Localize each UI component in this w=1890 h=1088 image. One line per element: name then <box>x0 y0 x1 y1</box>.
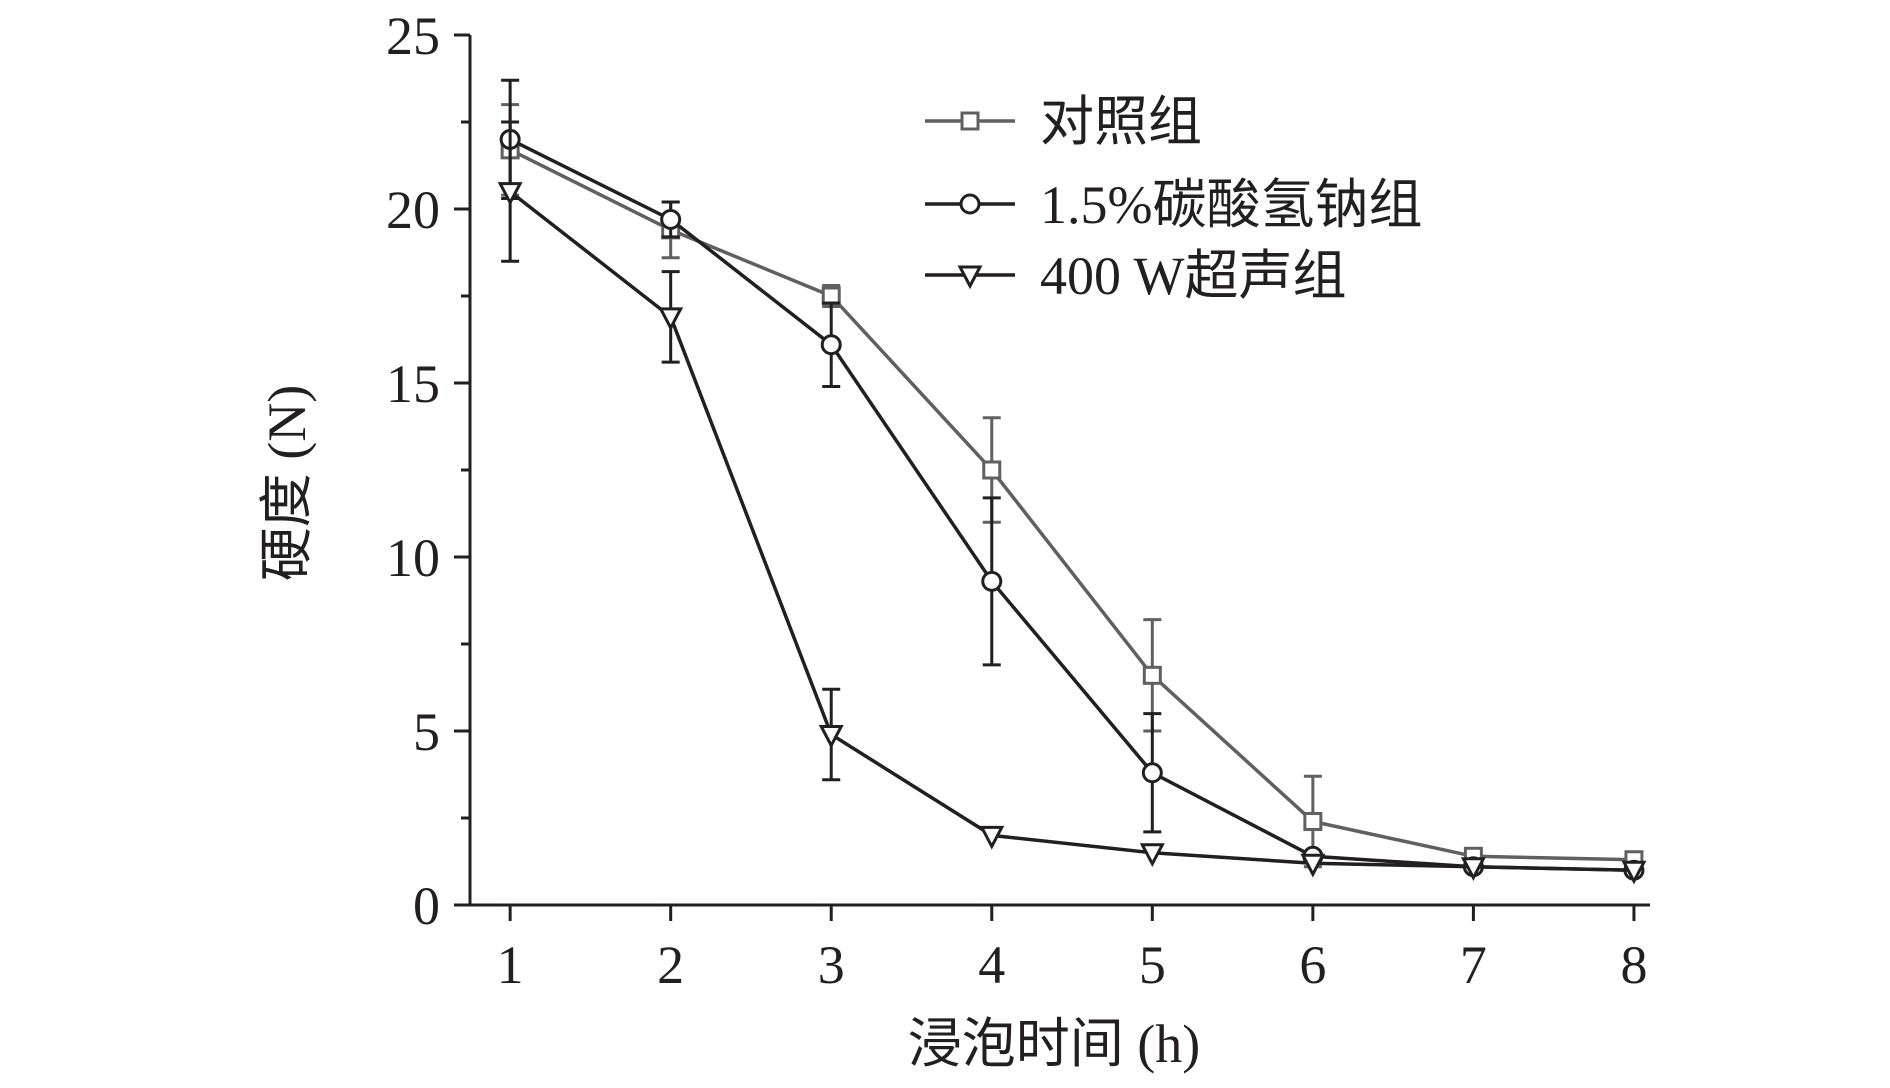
circle-marker <box>981 570 1003 592</box>
x-tick-label: 8 <box>1620 935 1647 995</box>
legend-label: 对照组 <box>1040 92 1202 152</box>
legend-label: 1.5%碳酸氢钠组 <box>1040 175 1422 235</box>
y-tick-label: 5 <box>413 702 440 762</box>
circle-marker <box>820 334 842 356</box>
x-tick-label: 4 <box>978 935 1005 995</box>
x-tick-label: 7 <box>1460 935 1487 995</box>
x-tick-label: 3 <box>818 935 845 995</box>
triangle-marker <box>1460 857 1486 881</box>
triangle-marker <box>1139 843 1165 868</box>
legend: 对照组 1.5%碳酸氢钠组 400 W超声组 <box>925 92 1422 306</box>
x-axis-title: 浸泡时间 (h) <box>908 1014 1200 1074</box>
triangle-marker <box>1300 853 1326 878</box>
triangle-marker <box>979 825 1005 850</box>
y-tick-label: 15 <box>386 354 440 414</box>
series-3 <box>497 120 1647 885</box>
x-tick-label: 5 <box>1139 935 1166 995</box>
circle-marker <box>660 208 682 230</box>
y-tick-label: 25 <box>386 6 440 66</box>
x-tick-label: 6 <box>1299 935 1326 995</box>
square-marker <box>1303 811 1323 831</box>
triangle-marker <box>658 307 684 332</box>
x-tick-label: 1 <box>497 935 524 995</box>
square-marker <box>960 111 980 131</box>
y-tick-label: 10 <box>386 528 440 588</box>
circle-marker <box>1141 762 1163 784</box>
y-tick-label: 0 <box>413 876 440 936</box>
triangle-marker <box>818 724 844 749</box>
y-axis-title: 硬度 (N) <box>257 385 317 581</box>
series-line <box>509 190 1634 872</box>
circle-marker <box>959 193 981 215</box>
x-tick-label: 2 <box>657 935 684 995</box>
triangle-marker <box>497 182 523 206</box>
triangle-marker <box>1621 860 1647 885</box>
legend-label: 400 W超声组 <box>1040 246 1347 306</box>
square-marker <box>982 460 1002 480</box>
axes: 0 5 10 15 20 25 1 2 3 4 5 6 7 8 <box>386 6 1650 995</box>
y-tick-label: 20 <box>386 180 440 240</box>
triangle-marker <box>957 265 983 290</box>
square-marker <box>1142 665 1162 685</box>
series-layer <box>497 78 1647 885</box>
